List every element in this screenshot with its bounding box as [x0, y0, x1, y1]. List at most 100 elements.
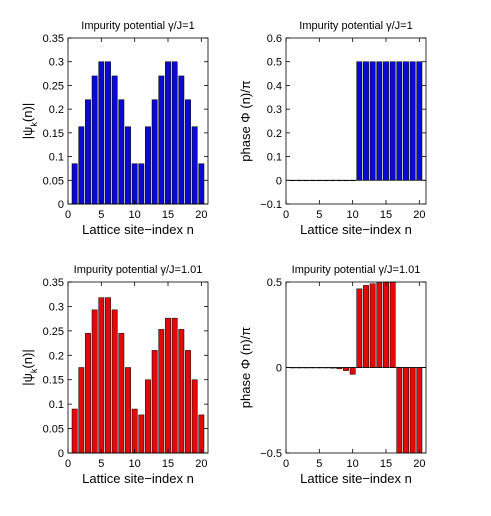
bar-6	[105, 61, 111, 205]
y-tick-label: 0.25	[43, 80, 64, 92]
x-tick-label: 10	[347, 209, 359, 221]
y-tick-label: −0.5	[260, 448, 282, 460]
y-tick-label: 0.1	[49, 152, 64, 164]
bar-15	[165, 317, 171, 454]
y-tick-label: 0.35	[43, 277, 64, 289]
y-tick-label: 0.4	[267, 80, 282, 92]
bar-5	[98, 61, 105, 205]
x-axis-label: Lattice site−index n	[82, 471, 194, 486]
bar-4	[91, 309, 98, 454]
x-tick-label: 15	[162, 209, 174, 221]
y-axis-label: phase Φ (n)/π	[238, 327, 253, 409]
bar-18	[403, 367, 409, 454]
bar-5	[98, 297, 105, 454]
x-tick-label: 5	[98, 209, 104, 221]
bar-1	[71, 163, 78, 205]
bar-16	[171, 317, 178, 454]
y-tick-label: 0.3	[49, 301, 64, 313]
x-tick-label: 20	[413, 458, 425, 470]
bar-4	[91, 75, 98, 205]
bar-13	[151, 350, 158, 454]
x-tick-label: 0	[283, 458, 289, 470]
y-tick-label: 0.5	[267, 57, 282, 69]
bar-20	[198, 163, 205, 205]
bar-1	[71, 408, 78, 454]
y-tick-label: 0.15	[43, 128, 64, 140]
bar-8	[118, 99, 125, 205]
y-tick-label: 0.6	[267, 33, 282, 45]
y-label-subscript: k	[29, 122, 39, 127]
y-label-subscript: k	[29, 368, 39, 373]
x-tick-label: 0	[65, 209, 71, 221]
y-tick-label: 0	[58, 448, 64, 460]
bar-19	[409, 367, 416, 454]
bar-16	[171, 61, 178, 205]
chart-panel-3: 0 5 10 15 20 0 0.05 0.1 0.15 0.2 0.25 0.3 0.35 Impuri…	[20, 264, 209, 486]
y-tick-label: 0.3	[267, 104, 282, 116]
y-tick-label: 0.3	[49, 57, 64, 69]
bar-11	[138, 163, 145, 205]
bar-20	[416, 61, 423, 181]
bar-19	[409, 61, 416, 181]
x-tick-label: 15	[162, 458, 174, 470]
bar-9	[125, 126, 131, 205]
x-tick-label: 20	[195, 209, 207, 221]
x-axis-label: Lattice site−index n	[300, 222, 412, 237]
chart-title: Impurity potential γ/J=1	[81, 20, 194, 32]
bar-17	[178, 75, 185, 205]
bar-20	[198, 414, 205, 454]
y-tick-label: 0.2	[267, 128, 282, 140]
x-axis-label: Lattice site−index n	[300, 471, 412, 486]
bar-10	[131, 408, 138, 454]
x-tick-label: 10	[347, 458, 359, 470]
y-tick-label: 0	[276, 363, 282, 375]
y-tick-label: −0.1	[260, 199, 282, 211]
bar-13	[369, 283, 376, 368]
bar-17	[178, 329, 185, 454]
bar-18	[185, 350, 191, 454]
bar-8	[118, 333, 125, 454]
bar-12	[145, 379, 151, 454]
chart-title: Impurity potential γ/J=1	[299, 20, 412, 32]
axes-frame	[285, 37, 427, 205]
bar-11	[356, 61, 363, 181]
bar-14	[376, 282, 383, 368]
y-label-tail: (n)|	[20, 349, 35, 368]
y-axis-label: |ψk(n)|	[20, 103, 39, 139]
bar-14	[158, 329, 165, 454]
y-tick-label: 0.2	[49, 104, 64, 116]
bar-13	[369, 61, 376, 181]
bar-20	[416, 367, 423, 454]
x-tick-label: 5	[316, 458, 322, 470]
bar-18	[403, 61, 409, 181]
y-axis-label: phase Φ (n)/π	[238, 80, 253, 162]
bar-15	[383, 61, 389, 181]
bar-10	[349, 367, 356, 375]
bar-14	[158, 75, 165, 205]
y-tick-label: 0	[276, 175, 282, 187]
y-label-tail: (n)|	[20, 103, 35, 122]
chart-title: Impurity potential γ/J=1.01	[292, 264, 421, 276]
bar-11	[138, 414, 145, 454]
y-tick-label: 0	[58, 199, 64, 211]
bar-11	[356, 288, 363, 368]
bar-14	[376, 61, 383, 181]
axes-frame	[67, 37, 209, 205]
bar-19	[191, 379, 198, 454]
bar-12	[363, 61, 369, 181]
bar-15	[165, 61, 171, 205]
bar-3	[85, 99, 91, 205]
x-tick-label: 0	[283, 209, 289, 221]
x-tick-label: 5	[98, 458, 104, 470]
bar-2	[78, 367, 85, 454]
y-tick-label: 0.05	[43, 424, 64, 436]
y-label-main: |ψ	[20, 127, 35, 140]
x-tick-label: 15	[380, 458, 392, 470]
bar-9	[343, 367, 349, 371]
chart-panel-2: 0 5 10 15 20−0.100.10.20.30.40.50.6Impurity …	[238, 20, 427, 237]
bar-7	[111, 309, 118, 454]
bar-7	[111, 75, 118, 205]
x-tick-label: 10	[129, 209, 141, 221]
bar-18	[185, 99, 191, 205]
